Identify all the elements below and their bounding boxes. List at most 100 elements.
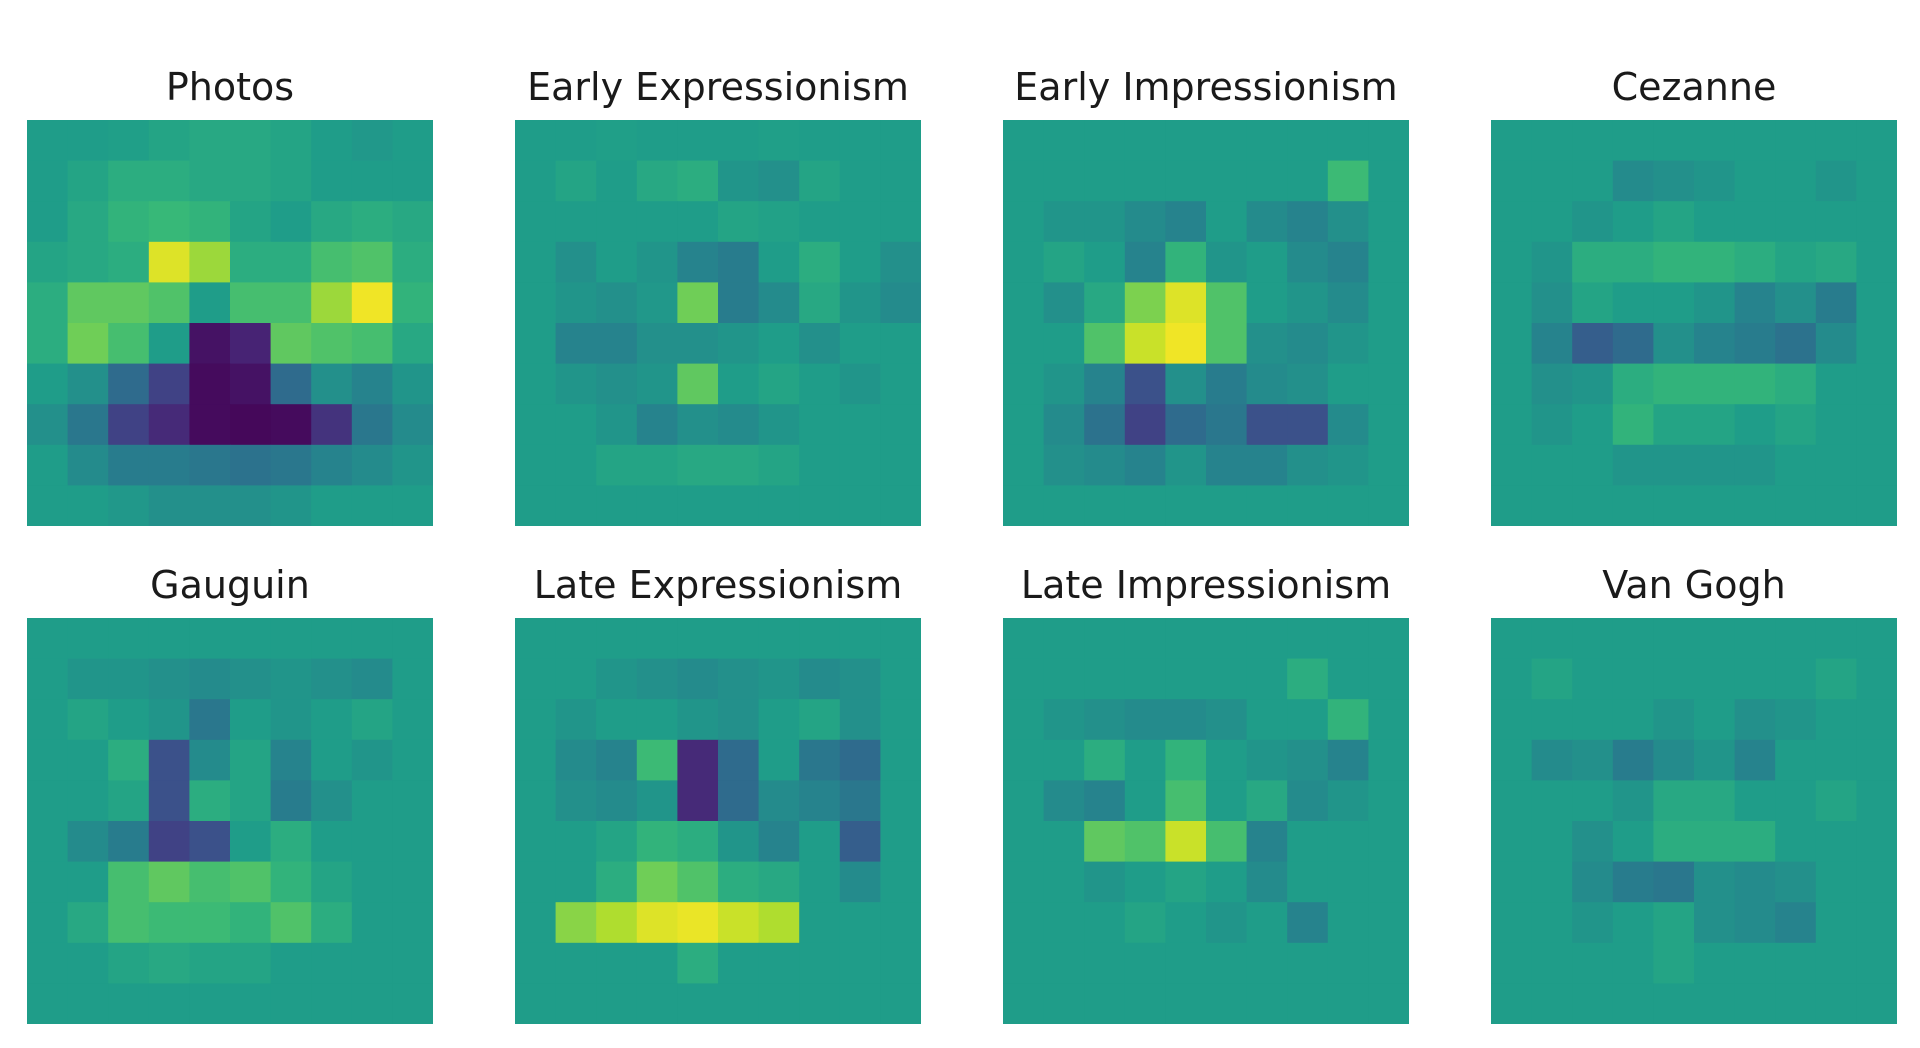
heatmap-cell <box>1694 699 1736 741</box>
heatmap-cell <box>1003 780 1045 822</box>
heatmap-cell <box>1165 444 1207 486</box>
heatmap-cell <box>1491 902 1533 944</box>
heatmap-cell <box>392 241 433 283</box>
heatmap-cell <box>1531 363 1573 405</box>
heatmap-cell <box>311 241 353 283</box>
heatmap-cell <box>1206 485 1248 526</box>
heatmap-cell <box>515 699 557 741</box>
heatmap-cell <box>1491 160 1533 202</box>
heatmap-cell <box>1775 363 1817 405</box>
heatmap-cell <box>596 241 638 283</box>
heatmap-cell <box>1246 120 1288 162</box>
heatmap-cell <box>1206 699 1248 741</box>
heatmap-cell <box>1694 323 1736 365</box>
heatmap-cell <box>351 404 393 446</box>
heatmap-cell <box>1084 323 1126 365</box>
heatmap-cell <box>230 241 272 283</box>
heatmap-cell <box>636 201 678 243</box>
heatmap-cell <box>1124 404 1166 446</box>
heatmap-cell <box>677 363 719 405</box>
heatmap-cell <box>677 780 719 822</box>
heatmap-cell <box>1653 739 1695 781</box>
heatmap-cell <box>189 618 231 660</box>
heatmap-cell <box>1003 983 1045 1024</box>
heatmap-cell <box>555 902 597 944</box>
heatmap-cell <box>1003 658 1045 700</box>
heatmap-cell <box>189 282 231 324</box>
heatmap-cell <box>1856 241 1897 283</box>
heatmap-cell <box>148 404 190 446</box>
heatmap-cell <box>1491 241 1533 283</box>
heatmap-cell <box>1003 699 1045 741</box>
heatmap-cell <box>1572 658 1614 700</box>
heatmap-cell <box>1084 983 1126 1024</box>
heatmap-cell <box>1694 282 1736 324</box>
heatmap-cell <box>1734 282 1776 324</box>
heatmap-cell <box>1694 485 1736 526</box>
heatmap-cell <box>1856 485 1897 526</box>
heatmap-cell <box>189 444 231 486</box>
heatmap-cell <box>1856 201 1897 243</box>
heatmap-cell <box>1084 618 1126 660</box>
heatmap-cell <box>1491 120 1533 162</box>
heatmap-cell <box>270 120 312 162</box>
heatmap-cell <box>1043 861 1085 903</box>
heatmap-cell <box>1612 861 1654 903</box>
heatmap-cell <box>1815 618 1857 660</box>
heatmap-cell <box>1612 618 1654 660</box>
heatmap-cell <box>1612 739 1654 781</box>
heatmap-cell <box>799 201 841 243</box>
heatmap-cell <box>636 861 678 903</box>
heatmap-cell <box>880 444 921 486</box>
heatmap-cell <box>1165 282 1207 324</box>
heatmap-cell <box>880 942 921 984</box>
heatmap-cell <box>1287 861 1329 903</box>
heatmap-cell <box>189 942 231 984</box>
heatmap-cell <box>1815 780 1857 822</box>
heatmap-cell <box>1734 699 1776 741</box>
heatmap-cell <box>1246 618 1288 660</box>
heatmap-cell <box>1856 120 1897 162</box>
heatmap-cell <box>270 658 312 700</box>
heatmap-cell <box>1775 861 1817 903</box>
heatmap-cell <box>1327 780 1369 822</box>
heatmap-cell <box>108 363 150 405</box>
heatmap-cell <box>27 363 69 405</box>
heatmap-cell <box>392 821 433 863</box>
heatmap-cell <box>880 699 921 741</box>
heatmap-cell <box>1246 282 1288 324</box>
heatmap-cell <box>67 201 109 243</box>
heatmap-cell <box>230 983 272 1024</box>
heatmap-cell <box>108 658 150 700</box>
heatmap-cell <box>189 485 231 526</box>
heatmap-cell <box>1612 983 1654 1024</box>
heatmap-cell <box>392 282 433 324</box>
heatmap-cell <box>1856 942 1897 984</box>
heatmap-cell <box>27 821 69 863</box>
heatmap-cell <box>1815 323 1857 365</box>
heatmap-cell <box>27 485 69 526</box>
heatmap-cell <box>718 983 760 1024</box>
heatmap-cell <box>1775 658 1817 700</box>
heatmap-cell <box>515 780 557 822</box>
heatmap-cell <box>311 902 353 944</box>
heatmap-cell <box>677 282 719 324</box>
heatmap-cell <box>1856 739 1897 781</box>
heatmap-cell <box>1491 485 1533 526</box>
heatmap-cell <box>148 201 190 243</box>
heatmap-cell <box>677 120 719 162</box>
heatmap-cell <box>1572 363 1614 405</box>
heatmap-cell <box>636 618 678 660</box>
heatmap-cell <box>636 821 678 863</box>
heatmap-cell <box>1003 363 1045 405</box>
heatmap-cell <box>799 404 841 446</box>
heatmap-cell <box>1734 658 1776 700</box>
heatmap-photos <box>27 120 433 526</box>
heatmap-cell <box>1165 160 1207 202</box>
heatmap-cell <box>1246 902 1288 944</box>
heatmap-cell <box>27 861 69 903</box>
heatmap-cell <box>880 780 921 822</box>
heatmap-cell <box>1287 699 1329 741</box>
heatmap-cell <box>1327 658 1369 700</box>
heatmap-cell <box>1734 618 1776 660</box>
